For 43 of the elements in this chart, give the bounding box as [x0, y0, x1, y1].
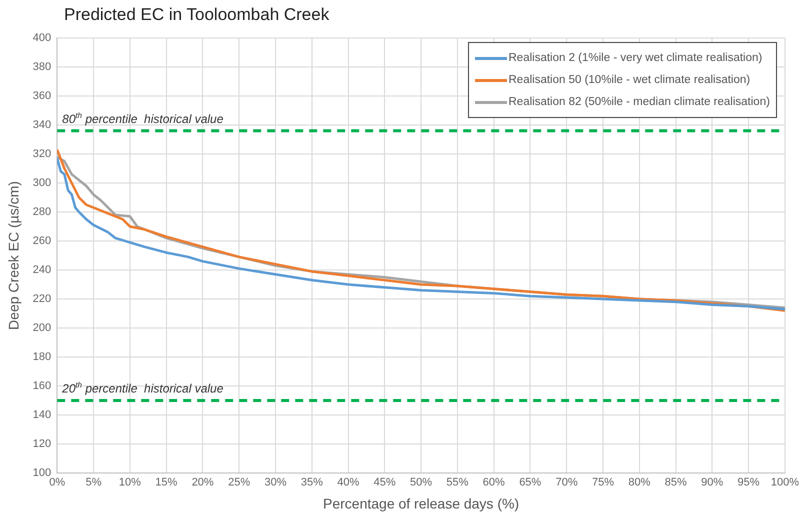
y-tick-label: 320 — [32, 148, 52, 160]
legend-label: Realisation 50 (10%ile - wet climate realisation) — [508, 74, 750, 86]
x-tick-label: 45% — [374, 476, 396, 489]
y-tick-label: 260 — [32, 235, 52, 248]
x-tick-label: 25% — [228, 476, 250, 489]
y-tick-label: 180 — [32, 351, 52, 364]
y-tick-label: 220 — [32, 293, 52, 306]
x-tick-label: 20% — [192, 476, 214, 489]
y-tick-label: 280 — [32, 206, 52, 218]
y-tick-label: 100 — [32, 467, 52, 480]
x-tick-label: 90% — [701, 476, 724, 489]
x-axis-title: Percentage of release days (%) — [322, 495, 520, 512]
x-tick-label: 50% — [410, 476, 432, 489]
x-tick-label: 15% — [155, 476, 178, 489]
x-tick-label: 75% — [592, 476, 614, 489]
y-tick-label: 360 — [32, 90, 52, 102]
x-tick-label: 30% — [264, 476, 287, 489]
y-tick-label: 380 — [32, 61, 52, 74]
legend-label: Realisation 2 (1%ile - very wet climate realisation) — [508, 52, 762, 64]
x-tick-label: 65% — [519, 476, 542, 489]
x-tick-label: 60% — [482, 476, 506, 489]
legend-label: Realisation 82 (50%ile - median climate realisation) — [508, 96, 770, 108]
x-tick-label: 35% — [300, 476, 324, 489]
y-tick-label: 160 — [32, 380, 52, 392]
x-tick-label: 0% — [49, 476, 66, 489]
x-tick-label: 70% — [556, 476, 578, 489]
x-tick-label: 10% — [118, 476, 142, 489]
y-tick-label: 300 — [32, 177, 52, 190]
y-tick-label: 400 — [32, 32, 52, 44]
chart-title: Predicted EC in Tooloombah Creek — [64, 5, 330, 25]
y-tick-label: 200 — [32, 322, 52, 334]
x-tick-label: 100% — [770, 476, 800, 489]
x-tick-label: 5% — [86, 476, 102, 489]
x-tick-label: 95% — [738, 476, 760, 489]
y-tick-label: 140 — [32, 409, 52, 422]
y-tick-label: 120 — [32, 438, 52, 450]
x-tick-label: 85% — [664, 476, 687, 489]
x-tick-label: 80% — [628, 476, 651, 489]
y-tick-label: 240 — [32, 264, 52, 276]
y-tick-label: 340 — [32, 119, 52, 132]
x-tick-label: 55% — [446, 476, 469, 489]
y-axis-title: Deep Creek EC (µs/cm) — [5, 181, 22, 330]
x-tick-label: 40% — [337, 476, 360, 489]
